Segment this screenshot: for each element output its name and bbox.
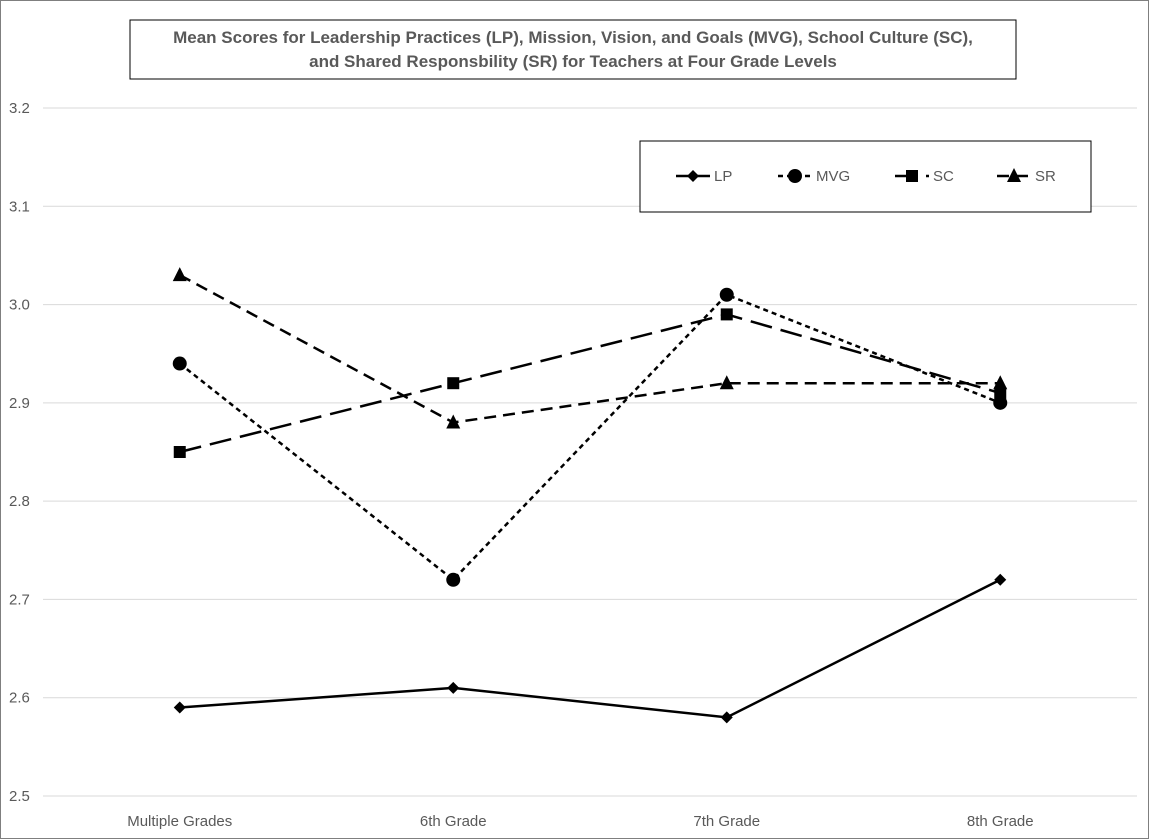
data-point-sc xyxy=(994,387,1007,400)
legend-label: LP xyxy=(714,168,732,185)
series-sc xyxy=(173,308,1007,458)
x-tick-label: 6th Grade xyxy=(420,813,487,830)
data-point-sc xyxy=(720,308,733,321)
data-point-mvg xyxy=(993,395,1008,410)
data-point-sr xyxy=(719,375,734,390)
data-point-sr xyxy=(993,375,1008,390)
y-tick-label: 2.8 xyxy=(9,493,30,510)
data-point-mvg xyxy=(172,356,187,371)
series-sr xyxy=(172,267,1008,429)
chart-title: Mean Scores for Leadership Practices (LP… xyxy=(129,19,1017,80)
data-point-mvg xyxy=(446,572,461,587)
legend-item-mvg: MVG xyxy=(778,168,850,185)
series-line-sr xyxy=(179,273,1001,424)
legend-item-sr: SR xyxy=(997,168,1056,185)
y-tick-label: 2.6 xyxy=(9,690,30,707)
data-point-lp xyxy=(720,711,733,724)
legend-marker xyxy=(788,169,802,183)
data-point-sr xyxy=(446,414,461,429)
legend-marker xyxy=(1007,168,1021,182)
y-axis-tick-labels: 2.5 2.6 2.7 2.8 2.9 3.0 3.1 3.2 xyxy=(9,100,30,805)
y-tick-label: 2.7 xyxy=(9,591,30,608)
data-point-lp xyxy=(447,681,460,694)
data-point-sc xyxy=(173,446,186,458)
data-point-lp xyxy=(994,573,1007,586)
y-tick-label: 2.5 xyxy=(9,788,30,805)
series-line-lp xyxy=(179,578,1001,719)
y-tick-label: 2.9 xyxy=(9,395,30,412)
data-point-mvg xyxy=(719,287,734,302)
chart-title-line-1: Mean Scores for Leadership Practices (LP… xyxy=(173,28,973,47)
y-tick-label: 3.1 xyxy=(9,198,30,215)
data-point-sr xyxy=(172,267,187,282)
data-point-lp xyxy=(173,701,186,714)
legend-item-sc: SC xyxy=(895,168,954,185)
x-axis-tick-labels: Multiple Grades 6th Grade 7th Grade 8th Gra… xyxy=(127,813,1033,830)
chart-title-line-2: and Shared Responsbility (SR) for Teache… xyxy=(309,52,837,71)
series-line-mvg xyxy=(178,293,1001,582)
legend-label: MVG xyxy=(816,168,850,185)
legend-marker xyxy=(687,170,699,182)
y-tick-label: 3.0 xyxy=(9,297,30,314)
series-mvg xyxy=(172,287,1008,587)
series-line-sc xyxy=(179,313,1001,454)
y-tick-label: 3.2 xyxy=(9,100,30,117)
series-lp xyxy=(173,573,1007,724)
chart-title-box xyxy=(129,19,1017,80)
data-point-sc xyxy=(447,377,460,390)
x-tick-label: 7th Grade xyxy=(693,813,760,830)
legend-marker xyxy=(906,170,918,182)
legend-label: SC xyxy=(933,168,954,185)
series-group xyxy=(172,267,1008,724)
x-tick-label: 8th Grade xyxy=(967,813,1034,830)
legend: LP MVG SC SR xyxy=(639,140,1092,213)
legend-item-lp: LP xyxy=(676,168,732,185)
x-tick-label: Multiple Grades xyxy=(127,813,232,830)
legend-label: SR xyxy=(1035,168,1056,185)
